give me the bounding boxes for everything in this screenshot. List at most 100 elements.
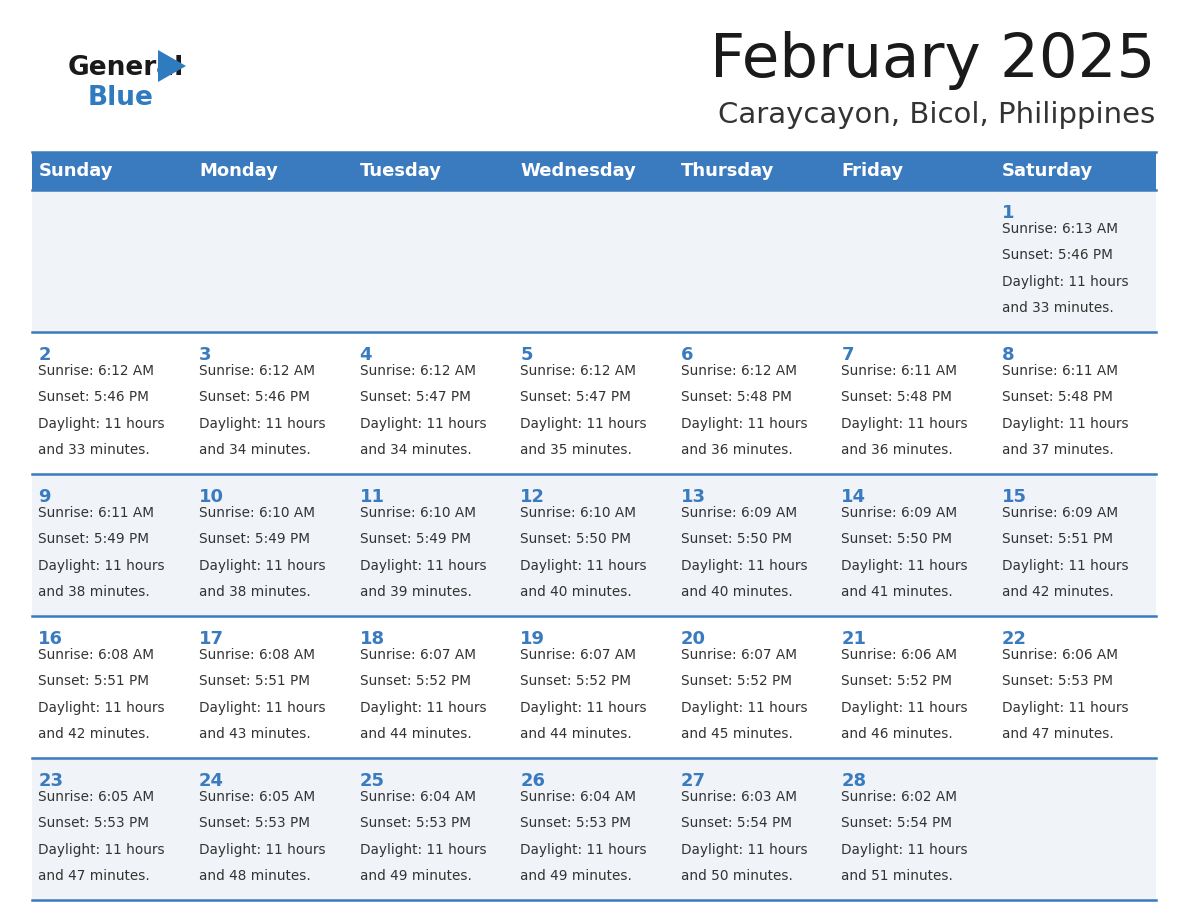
Text: Sunset: 5:52 PM: Sunset: 5:52 PM xyxy=(841,674,953,688)
Text: Sunrise: 6:12 AM: Sunrise: 6:12 AM xyxy=(360,364,475,378)
Text: and 44 minutes.: and 44 minutes. xyxy=(360,727,472,741)
Text: and 33 minutes.: and 33 minutes. xyxy=(38,442,150,457)
Text: 8: 8 xyxy=(1001,346,1015,364)
Text: Sunset: 5:46 PM: Sunset: 5:46 PM xyxy=(200,390,310,404)
Text: Sunset: 5:53 PM: Sunset: 5:53 PM xyxy=(200,816,310,830)
Text: 21: 21 xyxy=(841,630,866,648)
Text: Sunrise: 6:02 AM: Sunrise: 6:02 AM xyxy=(841,790,958,804)
Bar xyxy=(32,616,1156,758)
Text: Sunrise: 6:11 AM: Sunrise: 6:11 AM xyxy=(38,506,154,520)
Text: Sunset: 5:51 PM: Sunset: 5:51 PM xyxy=(38,674,150,688)
Text: Wednesday: Wednesday xyxy=(520,162,636,180)
Text: Sunrise: 6:10 AM: Sunrise: 6:10 AM xyxy=(520,506,636,520)
Text: Sunrise: 6:12 AM: Sunrise: 6:12 AM xyxy=(520,364,636,378)
Text: Sunrise: 6:06 AM: Sunrise: 6:06 AM xyxy=(841,648,958,662)
Text: and 51 minutes.: and 51 minutes. xyxy=(841,868,953,883)
Text: Sunset: 5:53 PM: Sunset: 5:53 PM xyxy=(38,816,150,830)
Text: 1: 1 xyxy=(1001,204,1015,222)
Text: and 33 minutes.: and 33 minutes. xyxy=(1001,301,1113,315)
Text: and 34 minutes.: and 34 minutes. xyxy=(360,442,472,457)
Text: General: General xyxy=(68,55,184,81)
Text: Daylight: 11 hours: Daylight: 11 hours xyxy=(1001,558,1129,573)
Text: Sunrise: 6:10 AM: Sunrise: 6:10 AM xyxy=(200,506,315,520)
Text: 13: 13 xyxy=(681,488,706,506)
Text: 6: 6 xyxy=(681,346,694,364)
Text: Sunset: 5:53 PM: Sunset: 5:53 PM xyxy=(1001,674,1113,688)
Text: and 49 minutes.: and 49 minutes. xyxy=(520,868,632,883)
Text: Daylight: 11 hours: Daylight: 11 hours xyxy=(841,558,968,573)
Text: Sunrise: 6:07 AM: Sunrise: 6:07 AM xyxy=(520,648,636,662)
Text: and 36 minutes.: and 36 minutes. xyxy=(681,442,792,457)
Text: Sunrise: 6:07 AM: Sunrise: 6:07 AM xyxy=(360,648,475,662)
Text: Daylight: 11 hours: Daylight: 11 hours xyxy=(520,558,646,573)
Text: Daylight: 11 hours: Daylight: 11 hours xyxy=(681,700,808,714)
Text: Sunset: 5:51 PM: Sunset: 5:51 PM xyxy=(200,674,310,688)
Text: Sunrise: 6:11 AM: Sunrise: 6:11 AM xyxy=(841,364,958,378)
Polygon shape xyxy=(158,50,187,82)
Text: Sunrise: 6:08 AM: Sunrise: 6:08 AM xyxy=(200,648,315,662)
Bar xyxy=(32,332,1156,474)
Text: 4: 4 xyxy=(360,346,372,364)
Text: Sunset: 5:48 PM: Sunset: 5:48 PM xyxy=(841,390,952,404)
Text: and 38 minutes.: and 38 minutes. xyxy=(38,585,150,599)
Text: Sunrise: 6:08 AM: Sunrise: 6:08 AM xyxy=(38,648,154,662)
Text: Daylight: 11 hours: Daylight: 11 hours xyxy=(200,843,326,856)
Text: Sunset: 5:49 PM: Sunset: 5:49 PM xyxy=(38,532,150,546)
Text: Sunday: Sunday xyxy=(38,162,113,180)
Text: and 42 minutes.: and 42 minutes. xyxy=(1001,585,1113,599)
Text: 14: 14 xyxy=(841,488,866,506)
Text: Sunset: 5:50 PM: Sunset: 5:50 PM xyxy=(520,532,631,546)
Text: Sunset: 5:49 PM: Sunset: 5:49 PM xyxy=(200,532,310,546)
Text: and 39 minutes.: and 39 minutes. xyxy=(360,585,472,599)
Text: and 38 minutes.: and 38 minutes. xyxy=(200,585,311,599)
Text: Friday: Friday xyxy=(841,162,903,180)
Text: 17: 17 xyxy=(200,630,225,648)
Text: 22: 22 xyxy=(1001,630,1026,648)
Text: Daylight: 11 hours: Daylight: 11 hours xyxy=(360,558,486,573)
Text: 24: 24 xyxy=(200,772,225,790)
Text: Sunset: 5:46 PM: Sunset: 5:46 PM xyxy=(38,390,150,404)
Text: 7: 7 xyxy=(841,346,854,364)
Text: Sunset: 5:53 PM: Sunset: 5:53 PM xyxy=(360,816,470,830)
Text: Thursday: Thursday xyxy=(681,162,775,180)
Text: 28: 28 xyxy=(841,772,866,790)
Text: Caraycayon, Bicol, Philippines: Caraycayon, Bicol, Philippines xyxy=(718,101,1155,129)
Text: Sunset: 5:52 PM: Sunset: 5:52 PM xyxy=(360,674,470,688)
Text: Sunrise: 6:10 AM: Sunrise: 6:10 AM xyxy=(360,506,475,520)
Text: Daylight: 11 hours: Daylight: 11 hours xyxy=(681,843,808,856)
Text: Monday: Monday xyxy=(200,162,278,180)
Text: Daylight: 11 hours: Daylight: 11 hours xyxy=(38,558,165,573)
Text: Daylight: 11 hours: Daylight: 11 hours xyxy=(681,417,808,431)
Text: Daylight: 11 hours: Daylight: 11 hours xyxy=(841,843,968,856)
Text: Sunrise: 6:09 AM: Sunrise: 6:09 AM xyxy=(1001,506,1118,520)
Text: and 45 minutes.: and 45 minutes. xyxy=(681,727,792,741)
Text: 9: 9 xyxy=(38,488,51,506)
Text: and 34 minutes.: and 34 minutes. xyxy=(200,442,311,457)
Text: Daylight: 11 hours: Daylight: 11 hours xyxy=(1001,417,1129,431)
Text: and 35 minutes.: and 35 minutes. xyxy=(520,442,632,457)
Text: Sunset: 5:48 PM: Sunset: 5:48 PM xyxy=(681,390,791,404)
Text: Sunrise: 6:05 AM: Sunrise: 6:05 AM xyxy=(38,790,154,804)
Text: 10: 10 xyxy=(200,488,225,506)
Text: Daylight: 11 hours: Daylight: 11 hours xyxy=(360,700,486,714)
Text: and 36 minutes.: and 36 minutes. xyxy=(841,442,953,457)
Text: Sunrise: 6:13 AM: Sunrise: 6:13 AM xyxy=(1001,222,1118,236)
Text: Sunrise: 6:11 AM: Sunrise: 6:11 AM xyxy=(1001,364,1118,378)
Text: Sunrise: 6:07 AM: Sunrise: 6:07 AM xyxy=(681,648,797,662)
Bar xyxy=(32,152,1156,190)
Text: Sunset: 5:50 PM: Sunset: 5:50 PM xyxy=(841,532,953,546)
Text: Blue: Blue xyxy=(88,85,154,111)
Text: Daylight: 11 hours: Daylight: 11 hours xyxy=(841,700,968,714)
Text: Sunrise: 6:04 AM: Sunrise: 6:04 AM xyxy=(520,790,636,804)
Text: Daylight: 11 hours: Daylight: 11 hours xyxy=(841,417,968,431)
Text: Sunset: 5:52 PM: Sunset: 5:52 PM xyxy=(681,674,791,688)
Text: 2: 2 xyxy=(38,346,51,364)
Text: Daylight: 11 hours: Daylight: 11 hours xyxy=(520,417,646,431)
Text: Daylight: 11 hours: Daylight: 11 hours xyxy=(200,417,326,431)
Text: Daylight: 11 hours: Daylight: 11 hours xyxy=(200,700,326,714)
Text: Sunset: 5:51 PM: Sunset: 5:51 PM xyxy=(1001,532,1113,546)
Text: and 48 minutes.: and 48 minutes. xyxy=(200,868,311,883)
Text: and 47 minutes.: and 47 minutes. xyxy=(1001,727,1113,741)
Text: 15: 15 xyxy=(1001,488,1026,506)
Text: and 41 minutes.: and 41 minutes. xyxy=(841,585,953,599)
